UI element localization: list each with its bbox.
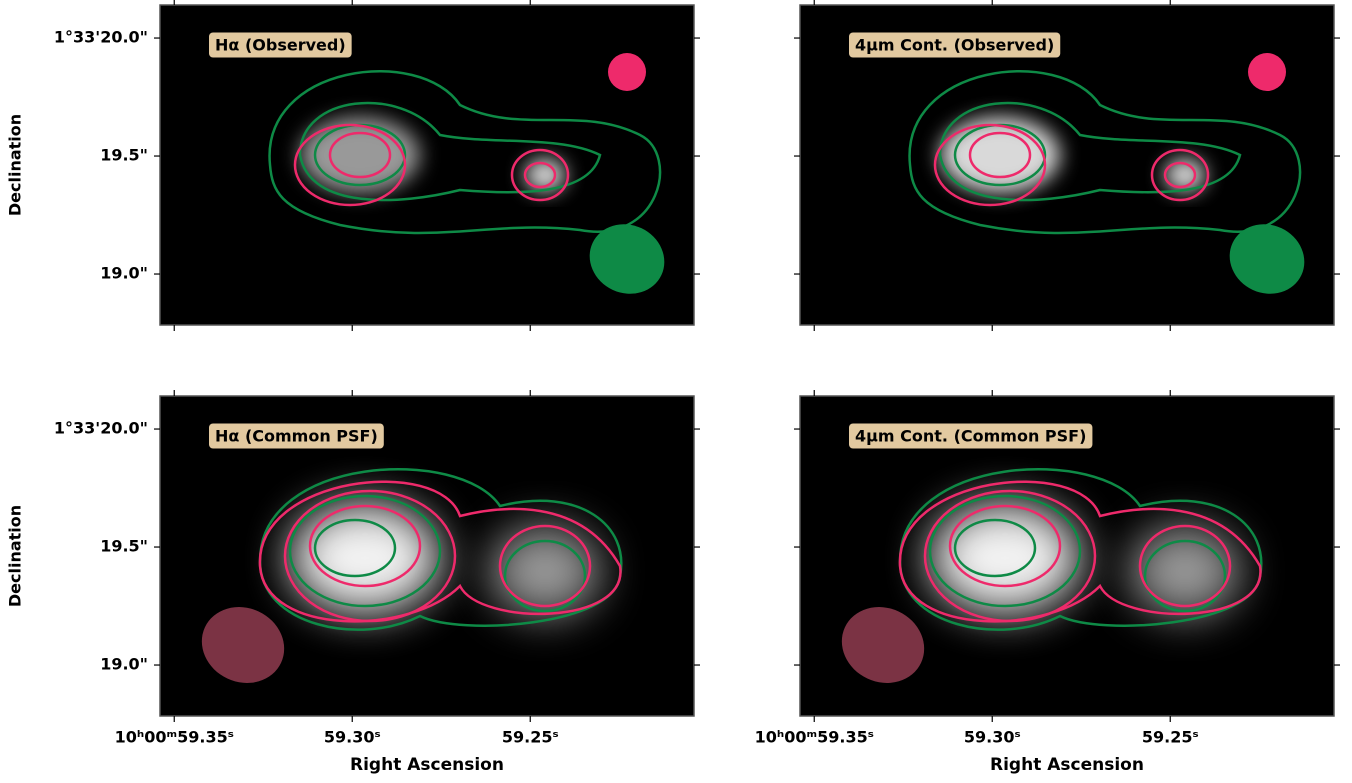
- emission: [940, 117, 1060, 193]
- y-tick-label: 19.5": [100, 146, 148, 165]
- y-tick-label: 19.0": [100, 264, 148, 283]
- y-tick-label: 19.5": [100, 537, 148, 556]
- beam: [1248, 53, 1286, 91]
- panel-title: Hα (Common PSF): [215, 427, 378, 446]
- x-tick-label: 59.30ˢ: [324, 728, 381, 747]
- x-tick-label: 10ʰ00ᵐ59.35ˢ: [115, 728, 234, 747]
- x-tick-label: 59.25ˢ: [1142, 728, 1199, 747]
- y-axis-label: Declination: [6, 114, 25, 216]
- emission: [300, 117, 420, 193]
- figure: Hα (Observed) 1°33'20.0" 19.5" 19.0" Declina…: [0, 0, 1352, 779]
- y-tick-label: 1°33'20.0": [54, 28, 148, 47]
- y-axis-label: Declination: [6, 505, 25, 607]
- panel-title: Hα (Observed): [215, 36, 346, 55]
- beam: [608, 53, 646, 91]
- x-axis-label: Right Ascension: [350, 755, 504, 775]
- panel-title: 4μm Cont. (Observed): [855, 36, 1054, 55]
- x-tick-label: 59.25ˢ: [502, 728, 559, 747]
- x-axis-label: Right Ascension: [990, 755, 1144, 775]
- panel-title: 4μm Cont. (Common PSF): [855, 427, 1086, 446]
- y-tick-label: 1°33'20.0": [54, 419, 148, 438]
- x-tick-label: 59.30ˢ: [964, 728, 1021, 747]
- y-tick-label: 19.0": [100, 655, 148, 674]
- x-tick-label: 10ʰ00ᵐ59.35ˢ: [755, 728, 874, 747]
